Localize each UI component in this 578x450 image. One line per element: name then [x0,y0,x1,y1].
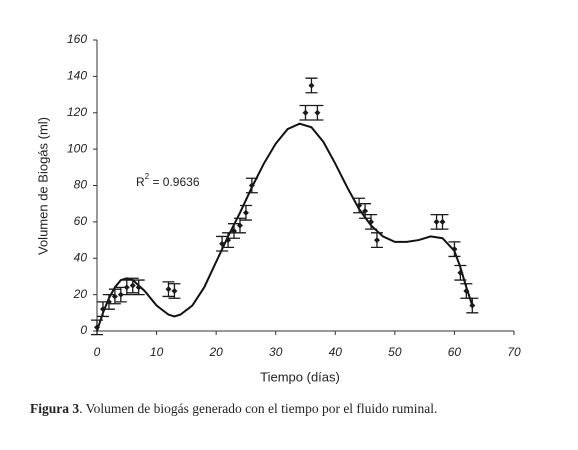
point [469,302,476,309]
point [373,237,380,244]
caption-text: . Volumen de biogás generado con el tiem… [79,401,437,416]
y-tick-label: 160 [67,32,87,46]
x-tick-label: 30 [269,345,283,359]
point [165,286,172,293]
y-axis-title: Volumen de Biogás (ml) [35,117,50,255]
point [94,324,100,331]
annotation-base: R [136,175,145,189]
x-axis-title: Tiempo (días) [260,369,340,384]
point [248,182,255,189]
point [439,218,446,225]
point [302,109,309,116]
caption-label: Figura 3 [30,401,79,416]
x-tick-label: 60 [448,345,462,359]
y-tick-label: 40 [74,250,88,264]
point [451,246,458,253]
point [362,207,369,214]
x-tick-label: 40 [329,345,343,359]
x-tick-label: 20 [208,345,223,359]
annotation-rest: = 0.9636 [149,175,200,189]
y-tick-label: 80 [74,178,88,192]
y-tick-label: 20 [73,287,88,301]
point [368,218,375,225]
point [111,293,118,300]
fit-curve [96,122,474,332]
point [314,109,321,116]
caption: Figura 3. Volumen de biogás generado con… [30,401,437,416]
x-tick-label: 70 [507,345,521,359]
annotation-sup: 2 [145,172,150,181]
point [219,240,226,247]
x-tick-label: 50 [388,345,402,359]
y-tick-label: 100 [67,141,87,155]
point [457,269,464,276]
point [308,82,315,89]
point [123,284,130,291]
x-tick-label: 0 [94,345,101,359]
point [236,222,243,229]
x-tick-label: 10 [150,345,164,359]
point [242,209,249,216]
point [463,287,470,294]
point [171,287,178,294]
point [433,218,440,225]
point [129,282,136,289]
annotation: R2 = 0.9636 [136,172,200,189]
y-tick-label: 140 [67,69,87,83]
y-tick-label: 0 [80,323,87,337]
y-tick-label: 60 [74,214,88,228]
y-tick-label: 120 [67,105,87,119]
point [135,284,142,291]
